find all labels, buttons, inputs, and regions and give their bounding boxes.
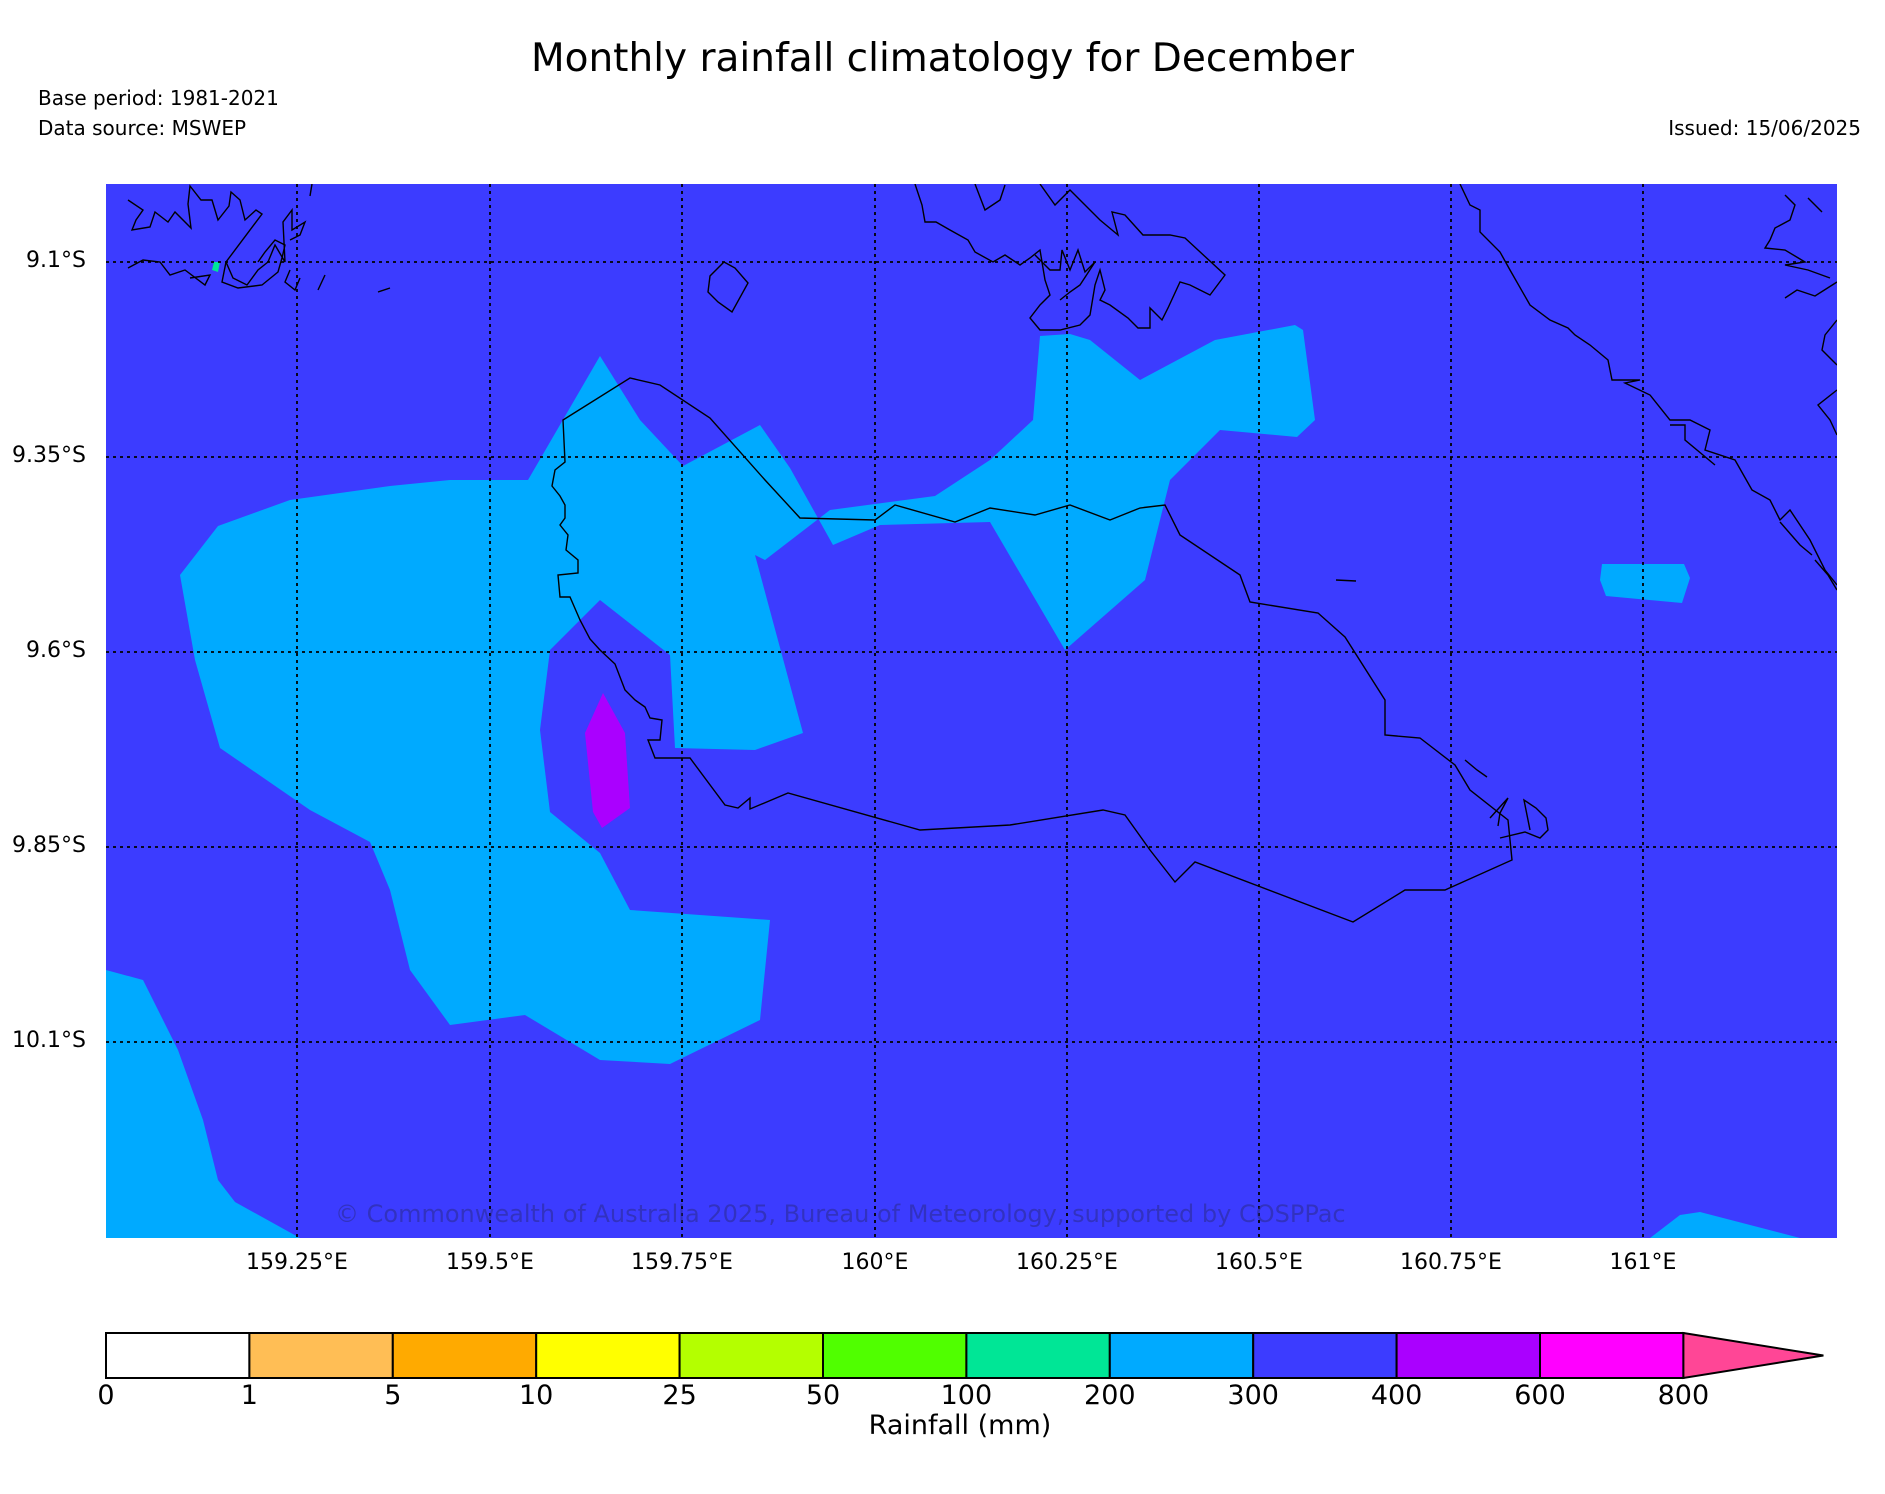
colorbar-swatch-7 [1108, 1332, 1255, 1379]
colorbar-tick-label: 600 [1514, 1380, 1566, 1411]
rainfall-200-300-region-main [180, 325, 1315, 1064]
colorbar-tick-label: 5 [384, 1380, 402, 1411]
data-source: Data source: MSWEP [38, 116, 247, 140]
lat-label-10.1: 10.1°S [12, 1028, 86, 1053]
coastline-east-ne-5 [1807, 197, 1823, 213]
colorbar-swatch-2 [391, 1332, 538, 1379]
rainfall-400-600-region [585, 693, 630, 828]
base-period: Base period: 1981-2021 [38, 86, 279, 110]
rainfall-200-300-region-southwest [106, 970, 300, 1238]
colorbar-tick-label: 100 [940, 1380, 993, 1411]
coastline-nggela-islands [914, 184, 1226, 331]
colorbar-tick-label: 25 [662, 1380, 697, 1411]
coastline-east-detail-3 [1499, 798, 1549, 839]
lon-label-160: 160°E [841, 1250, 909, 1275]
copyright-notice: © Commonwealth of Australia 2025, Bureau… [335, 1200, 1346, 1228]
colorbar-swatch-6 [965, 1332, 1111, 1379]
coastlines [127, 184, 1837, 923]
coastline-islet-1 [1335, 579, 1357, 582]
colorbar-swatch-4 [678, 1332, 824, 1379]
colorbar-tick-label: 200 [1084, 1380, 1136, 1411]
colorbar-swatch-9 [1395, 1332, 1541, 1379]
graticule [106, 184, 1837, 1238]
colorbar-tick-label: 800 [1657, 1380, 1710, 1411]
coastline-guadalcanal [551, 377, 1513, 923]
coastline-nw-islands [127, 184, 307, 286]
colorbar-tick-label: 300 [1227, 1380, 1279, 1411]
issued-date: Issued: 15/06/2025 [1668, 116, 1861, 140]
map-metadata-left: Base period: 1981-2021 Data source: MSWE… [38, 83, 279, 143]
lat-label-9.6: 9.6°S [26, 638, 86, 663]
lon-label-160.25: 160.25°E [1016, 1250, 1118, 1275]
coastline-nw-islet-b [317, 274, 326, 291]
rainfall-200-300-region-southeast [1650, 1212, 1800, 1238]
coastline-malaita [1459, 184, 1837, 586]
lon-label-160.75: 160.75°E [1400, 1250, 1502, 1275]
coastline-malaita-3 [1779, 521, 1813, 556]
coastline-east-detail-2 [1489, 797, 1509, 827]
colorbar-swatch-3 [535, 1332, 681, 1379]
coastline-nw-islet-d [309, 184, 313, 197]
coastline-east-ne-2 [1784, 281, 1837, 299]
coastline-east-ne-3 [1821, 319, 1837, 366]
coastline-nw-islet-c [377, 287, 391, 293]
colorbar-swatch-8 [1252, 1332, 1398, 1379]
coastline-nggela-islands-2 [974, 184, 1006, 212]
coastline-small-island [707, 261, 749, 314]
rainfall-200-300-region-east-islet [1600, 564, 1690, 603]
coastline-east-ne-1 [1763, 194, 1831, 279]
coastline-east-ne-4 [1817, 389, 1837, 436]
colorbar-swatch-1 [248, 1332, 394, 1379]
lat-label-9.85: 9.85°S [12, 833, 86, 858]
colorbar-tick-label: 50 [805, 1380, 841, 1411]
lon-label-159.5: 159.5°E [446, 1250, 534, 1275]
lon-label-159.25: 159.25°E [246, 1250, 348, 1275]
coastline-east-detail-1 [1464, 759, 1488, 778]
coastline-nggela-islands-3 [1034, 247, 1096, 301]
rainfall-100-200-fleck [212, 262, 220, 272]
colorbar-title: Rainfall (mm) [868, 1410, 1052, 1441]
lon-label-159.75: 159.75°E [631, 1250, 733, 1275]
colorbar [105, 1331, 1824, 1380]
colorbar-extend-arrow [1682, 1331, 1824, 1380]
colorbar-swatch-5 [822, 1332, 968, 1379]
colorbar-tick-label: 400 [1370, 1380, 1423, 1411]
colorbar-tick-label: 10 [519, 1380, 554, 1411]
colorbar-tick-label: 0 [97, 1380, 115, 1411]
coastline-nw-islands-3 [221, 239, 286, 289]
lon-label-161: 161°E [1609, 1250, 1677, 1275]
coastline-malaita-4 [1814, 559, 1837, 591]
coastline-nw-islands-2 [127, 259, 212, 287]
colorbar-tick-label: 1 [240, 1380, 258, 1411]
map-title: Monthly rainfall climatology for Decembe… [530, 36, 1355, 81]
lat-label-9.1: 9.1°S [26, 248, 86, 273]
lat-label-9.35: 9.35°S [12, 443, 86, 468]
colorbar-swatch-10 [1539, 1332, 1685, 1379]
coastline-malaita-2 [1670, 424, 1716, 466]
colorbar-swatch-0 [105, 1332, 251, 1379]
lon-label-160.5: 160.5°E [1215, 1250, 1303, 1275]
